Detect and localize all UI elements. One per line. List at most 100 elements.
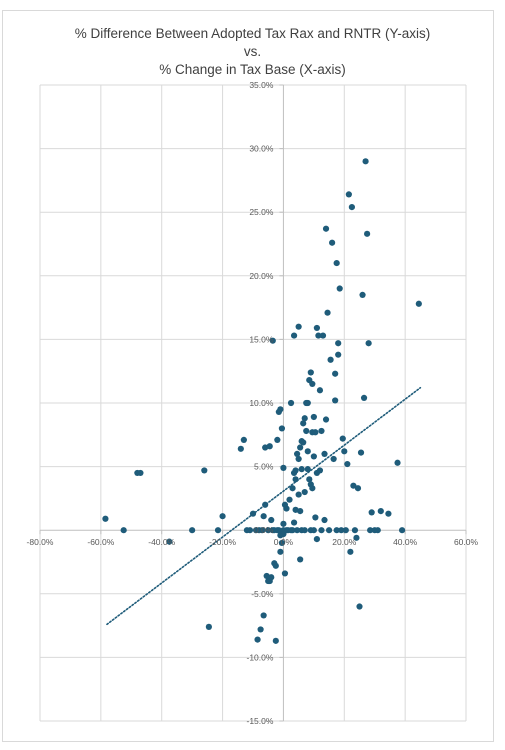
data-point xyxy=(201,467,208,474)
data-point xyxy=(286,496,293,503)
data-point xyxy=(294,527,301,534)
y-tick-label: -5.0% xyxy=(251,589,274,599)
y-tick-label: -15.0% xyxy=(246,716,273,726)
y-tick-label: 15.0% xyxy=(249,334,274,344)
data-point xyxy=(205,623,212,630)
data-point xyxy=(338,527,345,534)
data-point xyxy=(316,467,324,474)
data-point xyxy=(246,527,254,534)
data-point xyxy=(345,191,352,198)
x-tick-label: -20.0% xyxy=(209,537,236,547)
data-point xyxy=(289,485,296,492)
data-point xyxy=(275,527,282,534)
data-point xyxy=(295,323,302,330)
data-point xyxy=(301,415,308,422)
data-point xyxy=(318,427,325,435)
data-point xyxy=(348,204,355,211)
data-point xyxy=(260,612,267,619)
data-point xyxy=(300,439,307,446)
data-point xyxy=(415,300,422,307)
data-point xyxy=(237,445,244,452)
data-point xyxy=(368,509,375,516)
data-point xyxy=(301,527,308,534)
data-point xyxy=(364,230,371,237)
y-tick-label: 30.0% xyxy=(249,144,274,154)
data-point xyxy=(297,556,304,563)
data-point xyxy=(280,520,287,527)
data-point xyxy=(377,508,384,515)
data-point xyxy=(321,516,328,524)
data-point xyxy=(287,399,295,407)
data-point xyxy=(325,527,333,534)
data-point xyxy=(374,527,381,534)
data-point xyxy=(350,482,357,489)
data-point xyxy=(307,369,314,376)
data-point xyxy=(316,387,324,394)
data-point xyxy=(335,340,342,347)
data-point xyxy=(318,527,325,534)
data-point xyxy=(290,519,298,526)
data-point xyxy=(289,527,296,534)
data-point xyxy=(297,444,304,451)
data-point xyxy=(295,455,302,463)
data-point xyxy=(327,356,334,363)
data-point xyxy=(332,370,339,377)
data-point xyxy=(310,527,317,534)
data-point xyxy=(298,466,305,473)
data-point xyxy=(360,394,368,402)
tick-labels: -80.0% -60.0% -40.0% -20.0% 0.0% 20.0% 40.0% 60… xyxy=(27,80,479,726)
data-point xyxy=(312,429,319,436)
data-point xyxy=(322,416,330,423)
data-point xyxy=(274,436,281,443)
data-point xyxy=(367,527,374,534)
data-point xyxy=(297,508,304,515)
data-point xyxy=(309,380,316,388)
y-tick-label: 0.0% xyxy=(254,525,274,535)
data-point xyxy=(240,436,247,443)
y-tick-label: 20.0% xyxy=(249,271,274,281)
x-tick-label: 20.0% xyxy=(332,537,357,547)
data-point xyxy=(257,626,264,633)
data-point xyxy=(313,324,320,332)
data-point xyxy=(304,466,311,473)
data-point xyxy=(315,332,322,339)
data-point xyxy=(357,449,365,456)
data-point xyxy=(266,443,273,450)
data-point xyxy=(353,534,360,541)
data-point xyxy=(281,570,289,577)
y-tick-label: 35.0% xyxy=(249,80,274,90)
data-point xyxy=(120,527,127,534)
data-point xyxy=(332,397,339,404)
data-point xyxy=(344,460,351,468)
data-point xyxy=(277,406,284,413)
data-point xyxy=(329,239,336,246)
data-point xyxy=(262,501,269,508)
data-point xyxy=(310,453,317,460)
data-point xyxy=(304,448,311,455)
data-point xyxy=(304,399,311,407)
chart-title-line-3: % Change in Tax Base (X-axis) xyxy=(159,62,346,77)
data-point xyxy=(294,450,301,457)
data-point xyxy=(292,476,299,483)
data-point xyxy=(303,427,310,435)
x-tick-label: -60.0% xyxy=(87,537,114,547)
data-point xyxy=(385,510,392,517)
x-tick-label: 60.0% xyxy=(454,537,479,547)
data-point xyxy=(359,291,366,298)
data-point xyxy=(362,158,369,165)
x-tick-label: 0.0% xyxy=(274,537,294,547)
chart-title-line-1: % Difference Between Adopted Tax Rax and… xyxy=(74,26,431,41)
data-point xyxy=(321,450,328,457)
data-point xyxy=(292,467,299,474)
data-point xyxy=(313,536,320,543)
data-point xyxy=(102,515,109,522)
data-point xyxy=(278,539,286,547)
data-point xyxy=(260,513,267,520)
data-point xyxy=(278,425,286,432)
data-point xyxy=(277,548,284,555)
data-point xyxy=(272,637,279,644)
data-points xyxy=(102,158,422,644)
data-point xyxy=(347,548,354,555)
data-point xyxy=(295,491,302,498)
